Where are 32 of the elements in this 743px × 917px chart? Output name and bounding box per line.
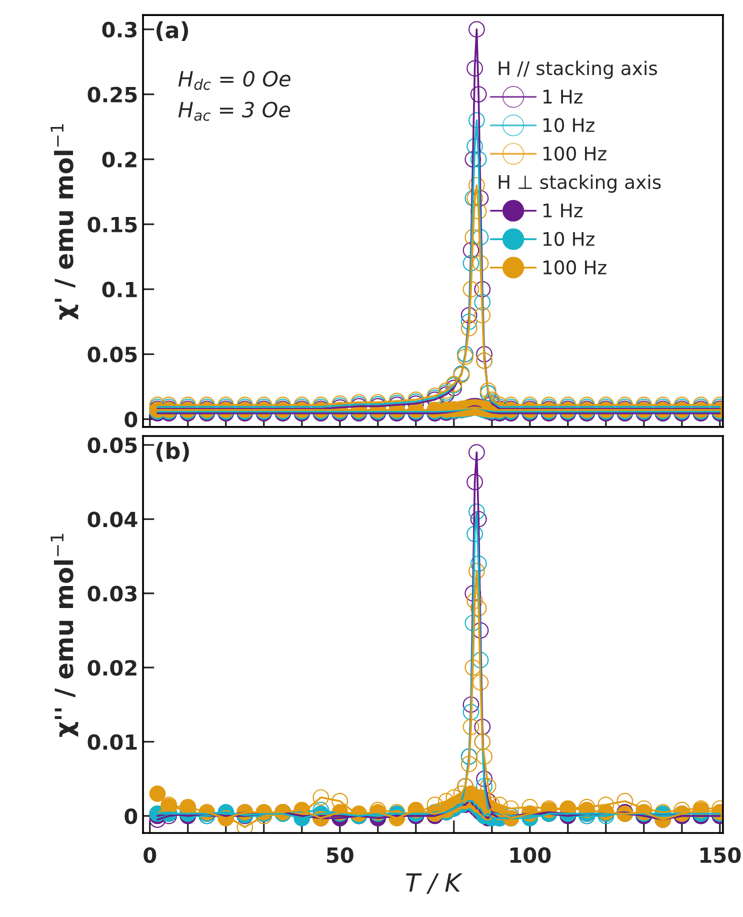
y-tick-label: 0 bbox=[124, 412, 138, 428]
legend-label: 10 Hz bbox=[543, 232, 594, 246]
annotation: H ⊥ stacking axis bbox=[498, 174, 661, 193]
annotation: (a) bbox=[156, 21, 188, 42]
x-axis-title: T / K bbox=[406, 873, 463, 894]
y-tick-label: 0 bbox=[124, 808, 138, 824]
y-tick-label: 0.03 bbox=[88, 586, 137, 602]
x-tick-label: 0 bbox=[144, 847, 156, 864]
legend-label: 100 Hz bbox=[543, 146, 606, 161]
y-axis-title: χ'' / emu mol$^{−1}$ bbox=[50, 534, 78, 737]
y-tick-label: 0.1 bbox=[102, 282, 137, 298]
y-tick-label: 0.04 bbox=[88, 512, 138, 528]
annotation: H // stacking axis bbox=[498, 60, 658, 79]
legend-label: 1 Hz bbox=[543, 204, 582, 218]
y-tick-label: 0.05 bbox=[88, 346, 137, 362]
annotation: (b) bbox=[156, 442, 189, 462]
legend-label: 10 Hz bbox=[543, 118, 594, 132]
y-tick-label: 0.25 bbox=[88, 86, 137, 103]
x-tick-label: 100 bbox=[510, 847, 551, 864]
y-axis-title: χ' / emu mol$^{−1}$ bbox=[50, 124, 78, 320]
y-tick-label: 0.3 bbox=[102, 22, 137, 38]
y-tick-label: 0.05 bbox=[88, 437, 137, 454]
y-tick-label: 0.02 bbox=[88, 660, 136, 676]
x-tick-label: 150 bbox=[700, 847, 741, 864]
y-tick-label: 0.01 bbox=[88, 734, 137, 750]
y-tick-label: 0.15 bbox=[88, 216, 137, 232]
y-tick-label: 0.2 bbox=[102, 152, 136, 168]
annotation: H$_{ac}$ = 3 Oe bbox=[178, 102, 290, 121]
legend-label: 100 Hz bbox=[543, 260, 606, 274]
annotation: H$_{dc}$ = 0 Oe bbox=[178, 70, 290, 90]
x-tick-label: 50 bbox=[326, 847, 354, 864]
legend-label: 1 Hz bbox=[543, 90, 582, 104]
